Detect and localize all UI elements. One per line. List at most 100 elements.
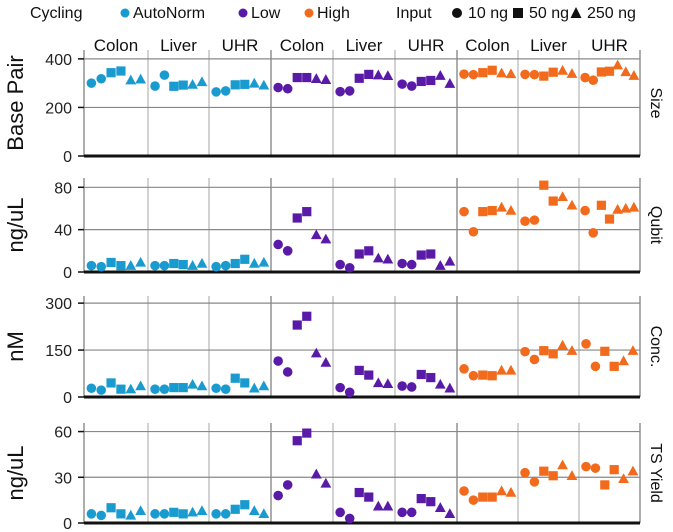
data-point-autonorm-colon-triangle: [135, 505, 146, 515]
data-point-high-liver-triangle: [557, 340, 568, 350]
data-point-autonorm-liver-triangle: [187, 507, 198, 517]
data-point-low-colon-square: [302, 312, 311, 321]
data-point-low-colon-circle: [283, 246, 293, 256]
data-point-low-liver-circle: [345, 263, 355, 273]
data-point-autonorm-colon-triangle: [125, 510, 136, 520]
data-point-low-colon-square: [293, 320, 302, 329]
data-point-low-colon-square: [293, 213, 302, 222]
y-tick-label: 200: [45, 100, 72, 117]
data-point-high-liver-triangle: [557, 459, 568, 469]
data-point-high-liver-circle: [520, 70, 530, 80]
legend-cycling-title: Cycling: [30, 5, 82, 22]
data-point-autonorm-uhr-circle: [211, 509, 221, 519]
data-point-high-liver-circle: [520, 347, 530, 357]
data-point-low-colon-triangle: [320, 357, 331, 367]
data-point-autonorm-liver-square: [179, 80, 188, 89]
data-point-autonorm-liver-triangle: [197, 505, 208, 515]
data-point-high-liver-triangle: [567, 68, 578, 78]
data-point-low-liver-triangle: [373, 501, 384, 511]
data-point-autonorm-colon-square: [106, 378, 115, 387]
data-point-low-colon-triangle: [311, 348, 322, 358]
data-point-autonorm-uhr-square: [240, 500, 249, 509]
y-tick-label: 400: [45, 52, 72, 69]
data-point-high-uhr-circle: [588, 228, 598, 238]
data-point-autonorm-colon-square: [116, 385, 125, 394]
data-point-high-uhr-square: [600, 480, 609, 489]
data-point-low-uhr-circle: [407, 81, 417, 91]
data-point-high-colon-circle: [459, 207, 469, 217]
data-point-low-colon-square: [293, 73, 302, 82]
y-tick-label: 60: [54, 425, 72, 442]
data-point-autonorm-uhr-triangle: [249, 78, 260, 88]
data-point-high-uhr-square: [605, 214, 614, 223]
data-point-low-liver-circle: [335, 87, 345, 97]
data-point-high-uhr-square: [600, 347, 609, 356]
data-point-autonorm-liver-circle: [160, 70, 170, 80]
data-point-high-uhr-triangle: [612, 60, 623, 70]
data-point-high-uhr-triangle: [628, 466, 639, 476]
data-point-autonorm-liver-circle: [150, 384, 160, 394]
data-point-high-uhr-circle: [580, 73, 590, 83]
data-point-autonorm-colon-circle: [87, 383, 97, 393]
data-point-low-colon-triangle: [311, 469, 322, 479]
data-point-high-liver-triangle: [567, 470, 578, 480]
data-point-high-liver-square: [549, 349, 558, 358]
data-point-high-colon-square: [478, 68, 487, 77]
legend-marker-high: [305, 9, 314, 18]
legend-shape-triangle: [571, 7, 582, 18]
data-point-high-colon-circle: [469, 495, 479, 505]
data-point-high-liver-circle: [530, 355, 540, 365]
data-point-low-liver-square: [364, 370, 373, 379]
data-point-high-uhr-circle: [581, 339, 591, 349]
data-point-autonorm-liver-square: [169, 508, 178, 517]
data-point-high-colon-circle: [459, 69, 469, 79]
data-point-high-colon-circle: [469, 70, 479, 80]
data-point-high-colon-square: [488, 492, 497, 501]
data-point-autonorm-liver-triangle: [197, 76, 208, 86]
data-point-autonorm-colon-triangle: [125, 260, 136, 270]
data-point-autonorm-liver-circle: [150, 261, 160, 271]
data-point-low-colon-circle: [273, 240, 283, 250]
data-point-high-uhr-square: [605, 67, 614, 76]
data-point-high-liver-square: [549, 471, 558, 480]
data-point-high-colon-square: [478, 207, 487, 216]
y-tick-label: 30: [54, 470, 72, 487]
panel-qubit: 04080ng/uL Qubit: [3, 178, 664, 282]
data-point-high-colon-square: [488, 206, 497, 215]
data-point-low-colon-triangle: [311, 229, 322, 239]
data-point-low-liver-triangle: [382, 70, 393, 80]
data-point-high-colon-circle: [459, 486, 469, 496]
data-point-autonorm-colon-square: [116, 509, 125, 518]
y-axis-label: ng/uL: [3, 445, 28, 500]
data-point-low-colon-triangle: [320, 478, 331, 488]
y-axis-label: ng/uL: [3, 197, 28, 252]
data-point-autonorm-liver-square: [169, 82, 178, 91]
data-point-autonorm-liver-triangle: [197, 380, 208, 390]
data-point-high-liver-circle: [520, 216, 530, 226]
column-header-uhr: UHR: [222, 36, 259, 55]
data-point-autonorm-uhr-triangle: [249, 383, 260, 393]
legend-marker-low: [239, 9, 248, 18]
data-point-high-liver-square: [539, 346, 548, 355]
data-point-autonorm-colon-triangle: [135, 380, 146, 390]
data-point-low-colon-circle: [273, 491, 283, 501]
data-point-autonorm-colon-square: [106, 258, 115, 267]
data-point-low-colon-square: [293, 436, 302, 445]
data-point-autonorm-colon-square: [116, 261, 125, 270]
legend-label-high: High: [317, 5, 350, 22]
data-point-autonorm-colon-circle: [96, 262, 106, 272]
data-point-high-uhr-circle: [580, 206, 590, 216]
data-point-low-liver-circle: [335, 508, 345, 518]
data-point-high-liver-triangle: [567, 200, 578, 210]
data-point-high-liver-square: [549, 196, 558, 205]
data-point-autonorm-liver-circle: [150, 509, 160, 519]
data-point-high-liver-square: [539, 72, 548, 81]
facet-label: TS Yield: [647, 443, 664, 503]
column-header-colon: Colon: [465, 36, 509, 55]
data-point-autonorm-uhr-circle: [211, 383, 221, 393]
data-point-autonorm-liver-triangle: [197, 258, 208, 268]
data-point-low-liver-square: [364, 492, 373, 501]
chart-canvas: Cycling AutoNorm Low High Input 10 ng 50 ng 250…: [0, 0, 673, 532]
data-point-low-uhr-triangle: [435, 260, 446, 270]
data-point-low-uhr-triangle: [444, 256, 455, 266]
